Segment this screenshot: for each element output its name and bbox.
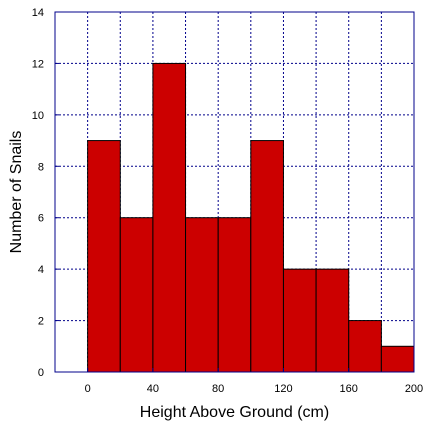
- histogram-bar: [87, 140, 121, 373]
- y-tick-label: 8: [38, 161, 44, 173]
- y-tick-label: 6: [38, 213, 44, 225]
- x-tick-label: 200: [405, 383, 423, 395]
- y-tick-label: 14: [32, 7, 44, 19]
- plot-frame: [54, 11, 415, 373]
- histogram-bar: [380, 345, 415, 373]
- y-tick-label: 10: [32, 110, 44, 122]
- y-axis-ticks: 0 2 4 6 8 10 12 14: [32, 7, 59, 379]
- y-axis-title: Number of Snails: [8, 131, 25, 254]
- histogram-bar: [185, 217, 219, 373]
- histogram-bar: [250, 140, 284, 373]
- x-axis-title: Height Above Ground (cm): [140, 404, 329, 421]
- y-tick-label: 12: [32, 58, 44, 70]
- x-axis-ticks: 0 40 80 120 160 200: [85, 368, 423, 395]
- histogram-bar: [217, 217, 252, 373]
- histogram-bar: [119, 217, 154, 373]
- x-tick-label: 40: [147, 383, 159, 395]
- x-tick-label: 80: [212, 383, 224, 395]
- y-tick-label: 4: [38, 264, 44, 276]
- histogram-bar: [348, 320, 382, 373]
- x-tick-label: 120: [274, 383, 292, 395]
- x-tick-label: 160: [340, 383, 358, 395]
- y-tick-label: 0: [38, 367, 44, 379]
- histogram-bar: [152, 62, 187, 373]
- y-tick-label: 2: [38, 316, 44, 328]
- histogram-bar: [315, 268, 350, 373]
- histogram-bar: [282, 268, 317, 373]
- x-tick-label: 0: [85, 383, 91, 395]
